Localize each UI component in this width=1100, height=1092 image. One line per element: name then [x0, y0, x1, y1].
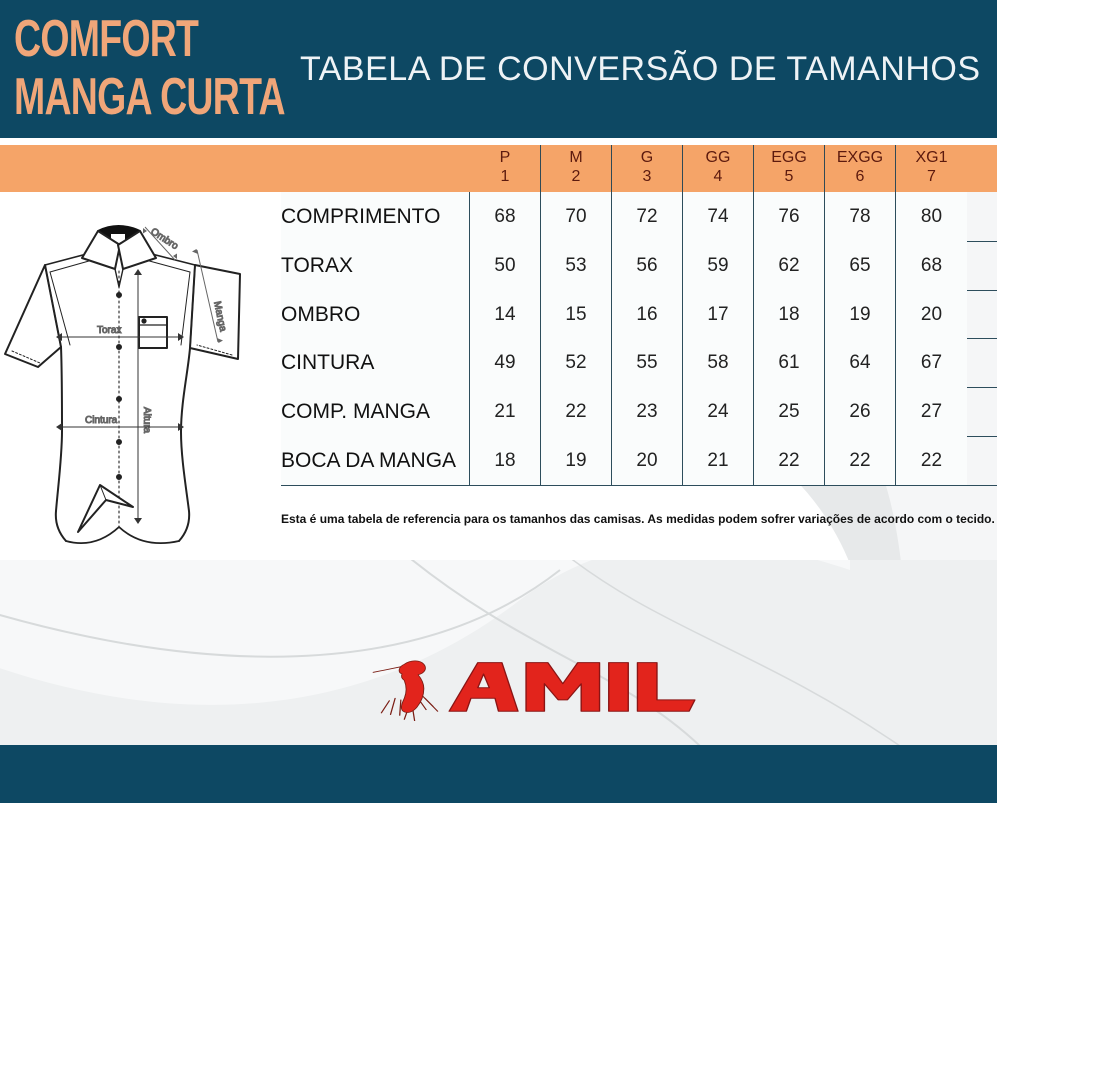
- svg-text:Cintura: Cintura: [85, 415, 118, 426]
- svg-text:Altura: Altura: [141, 407, 152, 434]
- svg-text:Torax: Torax: [97, 325, 121, 336]
